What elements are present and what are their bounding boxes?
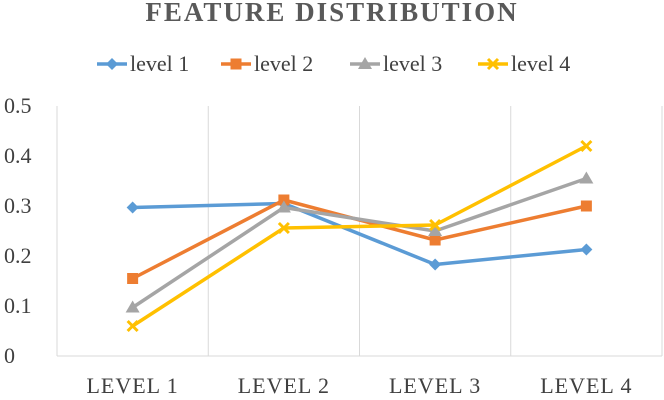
legend-item: level 4	[478, 51, 570, 76]
data-point	[580, 200, 592, 212]
gridlines	[207, 106, 663, 356]
x-tick-label: LEVEL 2	[238, 373, 330, 398]
data-point	[429, 218, 442, 232]
data-point	[276, 200, 291, 213]
data-point	[429, 234, 441, 246]
legend-label: level 1	[130, 51, 189, 76]
legend-marker	[230, 58, 242, 70]
data-point	[126, 319, 139, 333]
data-point	[428, 224, 443, 236]
series-line	[132, 201, 587, 267]
legend-item: level 1	[97, 51, 189, 76]
y-tick-label: 0	[4, 343, 15, 368]
legend-label: level 2	[254, 51, 313, 76]
y-tick-label: 0.3	[4, 193, 32, 218]
data-point	[580, 243, 593, 256]
legend-label: level 3	[383, 51, 442, 76]
series-line	[131, 176, 587, 309]
y-tick-label: 0.2	[4, 243, 32, 268]
x-tick-label: LEVEL 3	[389, 373, 481, 398]
data-point	[579, 171, 594, 184]
data-point	[580, 139, 593, 153]
data-point	[278, 194, 290, 206]
series-level-4	[126, 139, 593, 333]
legend-item: level 2	[221, 51, 313, 76]
legend-label: level 4	[511, 51, 570, 76]
legend-marker	[486, 57, 500, 71]
data-point	[429, 258, 442, 271]
legend-marker	[106, 58, 118, 70]
series-level-3	[125, 171, 594, 313]
data-point	[127, 273, 139, 284]
y-tick-label: 0.4	[4, 143, 32, 168]
data-point	[277, 221, 290, 235]
chart-title: FEATURE DISTRIBUTION	[145, 0, 518, 27]
legend-marker	[358, 57, 372, 69]
x-tick-label: LEVEL 4	[540, 373, 632, 398]
axes: 0 0.1 0.2 0.3 0.4 0.5 LEVEL 1 LEVEL 2 LEVEL 3 LEV…	[4, 93, 662, 398]
data-point	[126, 201, 139, 214]
legend: level 1 level 2 level 3 level 4	[97, 51, 570, 76]
series-line	[131, 144, 588, 328]
data-point	[125, 300, 140, 313]
y-tick-label: 0.1	[4, 293, 32, 318]
x-tick-label: LEVEL 1	[86, 373, 178, 398]
y-tick-label: 0.5	[4, 93, 32, 118]
legend-item: level 3	[350, 51, 442, 76]
series-lines	[125, 139, 594, 333]
